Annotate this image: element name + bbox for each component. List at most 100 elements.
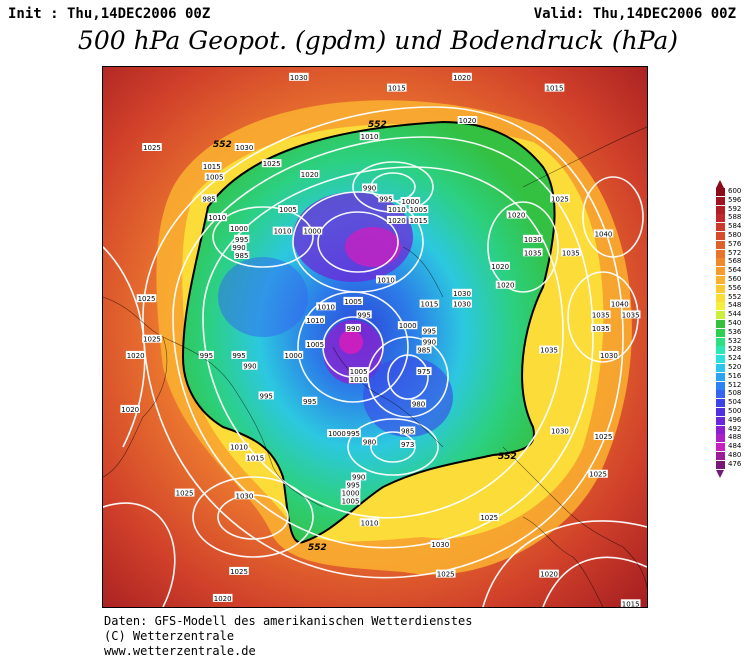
- isobar-label-text: 995: [423, 328, 436, 336]
- isobar-label-text: 1000: [342, 490, 360, 498]
- legend-item: 580: [716, 231, 756, 240]
- isobar-label: 1005: [278, 205, 298, 214]
- isobar-label-bg: [359, 518, 380, 527]
- isobar-label-bg: [283, 350, 304, 359]
- low-center-magenta: [339, 330, 363, 354]
- isobar-label: 990: [351, 472, 367, 481]
- isobar-label: 1005: [343, 296, 364, 306]
- isobar-label-bg: [479, 512, 500, 521]
- isobar-label-bg: [229, 566, 249, 575]
- isobar-label: 995: [345, 480, 361, 490]
- isobar-label-text: 995: [379, 195, 392, 203]
- isobar-label-bg: [351, 472, 367, 481]
- isobar-label-text: 1030: [236, 144, 254, 152]
- isobar-label: 1035: [522, 248, 543, 257]
- isobar-label-text: 1010: [350, 376, 368, 384]
- isobar-label-bg: [345, 323, 361, 332]
- isobar-label: 1010: [316, 302, 336, 311]
- legend-value: 516: [728, 371, 742, 380]
- isobar-label-text: 995: [347, 430, 360, 438]
- isobar-label-text: 990: [352, 473, 365, 481]
- isobar-label: 995: [258, 391, 274, 400]
- isobar-label-text: 990: [423, 338, 436, 346]
- isobar-label: 1010: [207, 213, 228, 222]
- isobar-label: 1010: [359, 518, 380, 527]
- isobar-label-bg: [620, 599, 641, 607]
- isobar-label: 1010: [376, 275, 396, 284]
- isobar-label-text: 1000: [284, 352, 302, 360]
- legend-item: 492: [716, 425, 756, 434]
- legend-swatch: [716, 188, 725, 196]
- isobar-label-text: 1000: [304, 228, 322, 236]
- legend-item: 556: [716, 284, 756, 293]
- isobar-label: 1020: [452, 72, 472, 82]
- legend-value: 564: [728, 266, 742, 275]
- geopotential-label: 552: [368, 120, 387, 130]
- website: www.wetterzentrale.de: [104, 644, 256, 658]
- legend-swatch: [716, 284, 725, 293]
- legend-value: 544: [728, 310, 742, 319]
- isobar-label-text: 1035: [592, 311, 610, 319]
- isobar-label: 1025: [136, 294, 157, 303]
- isobar-label: 990: [242, 361, 258, 371]
- isobar-label: 1000: [327, 429, 347, 438]
- isobar-label-text: 1020: [508, 212, 526, 220]
- isobar-label: 1030: [289, 72, 309, 82]
- isobar-label-text: 995: [232, 352, 245, 360]
- legend-value: 540: [728, 319, 742, 327]
- legend-swatch: [716, 276, 725, 284]
- isobar-label-text: 995: [235, 236, 248, 244]
- isobar-label: 980: [410, 399, 427, 409]
- isobar-label-bg: [550, 426, 570, 435]
- isobar-label-text: 1030: [453, 290, 471, 298]
- isobar-label: 1025: [174, 488, 195, 498]
- legend-value: 576: [728, 239, 742, 248]
- legend-item: 576: [716, 239, 756, 249]
- legend-item: 540: [716, 319, 756, 328]
- isobar-label-bg: [348, 375, 369, 384]
- legend-swatch: [716, 311, 725, 320]
- isobar-label-text: 1030: [524, 236, 542, 244]
- isobar-label-bg: [327, 429, 347, 438]
- isobar-label-text: 1020: [497, 282, 515, 290]
- isobar-label: 1035: [539, 345, 559, 355]
- isobar-label-bg: [376, 275, 396, 284]
- geopotential-label: 552: [213, 140, 232, 150]
- isobar-label: 995: [378, 194, 394, 203]
- legend-swatch: [716, 460, 725, 469]
- isobar-label-text: 985: [202, 195, 215, 203]
- isobar-label-text: 980: [412, 401, 425, 409]
- legend-value: 484: [728, 442, 742, 451]
- isobar-label-bg: [174, 488, 195, 497]
- isobar-label: 995: [345, 429, 361, 438]
- legend-value: 476: [728, 459, 742, 468]
- legend-item: 592: [716, 205, 756, 214]
- isobar-label: 1020: [457, 116, 478, 125]
- legend-item: 560: [716, 275, 756, 284]
- legend-value: 528: [728, 345, 742, 354]
- isobar-label-bg: [136, 294, 157, 303]
- isobar-label-bg: [452, 299, 472, 308]
- isobar-label-text: 1020: [459, 117, 477, 125]
- isobar-label-text: 1025: [551, 195, 569, 203]
- isobar-label-text: 990: [232, 244, 245, 252]
- legend-swatch: [716, 293, 725, 302]
- legend-swatch: [716, 452, 725, 460]
- isobar-label-text: 985: [235, 252, 248, 260]
- isobar-label-bg: [610, 299, 630, 308]
- legend-value: 584: [728, 222, 742, 231]
- legend-swatch: [716, 372, 725, 381]
- isobar-label: 1020: [386, 215, 407, 225]
- isobar-label-text: 1025: [143, 144, 161, 152]
- isobar-label-text: 1025: [143, 336, 161, 344]
- isobar-label-bg: [302, 226, 323, 235]
- isobar-label-bg: [452, 288, 472, 297]
- isobar-label-bg: [522, 234, 543, 243]
- isobar-label: 1030: [430, 539, 451, 549]
- isobar-label-bg: [410, 399, 427, 408]
- isobar-label-bg: [340, 488, 361, 497]
- isobar-label-bg: [550, 194, 570, 203]
- isobar-label-text: 995: [357, 311, 370, 319]
- legend-value: 596: [728, 195, 742, 204]
- legend-item: 496: [716, 416, 756, 425]
